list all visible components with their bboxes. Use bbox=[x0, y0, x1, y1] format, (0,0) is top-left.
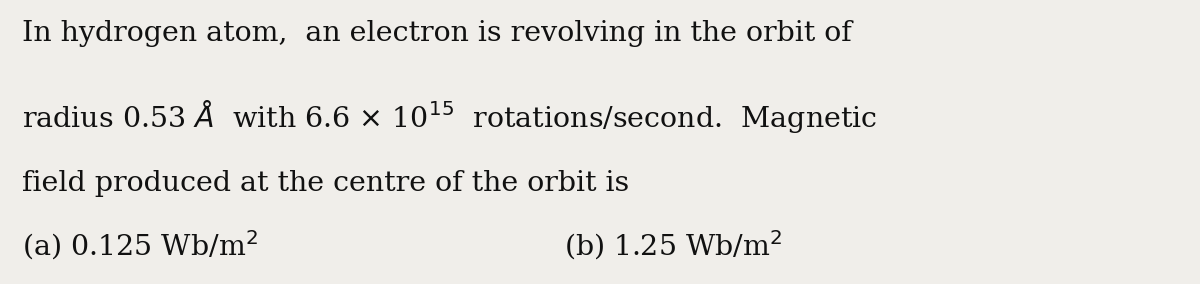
Text: radius 0.53 $\AA$  with 6.6 $\times$ 10$^{15}$  rotations/second.  Magnetic: radius 0.53 $\AA$ with 6.6 $\times$ 10$^… bbox=[22, 98, 877, 135]
Text: In hydrogen atom,  an electron is revolving in the orbit of: In hydrogen atom, an electron is revolvi… bbox=[22, 20, 851, 47]
Text: field produced at the centre of the orbit is: field produced at the centre of the orbi… bbox=[22, 170, 629, 197]
Text: (a) 0.125 Wb/m$^{2}$: (a) 0.125 Wb/m$^{2}$ bbox=[22, 229, 258, 262]
Text: (b) 1.25 Wb/m$^{2}$: (b) 1.25 Wb/m$^{2}$ bbox=[564, 229, 782, 262]
